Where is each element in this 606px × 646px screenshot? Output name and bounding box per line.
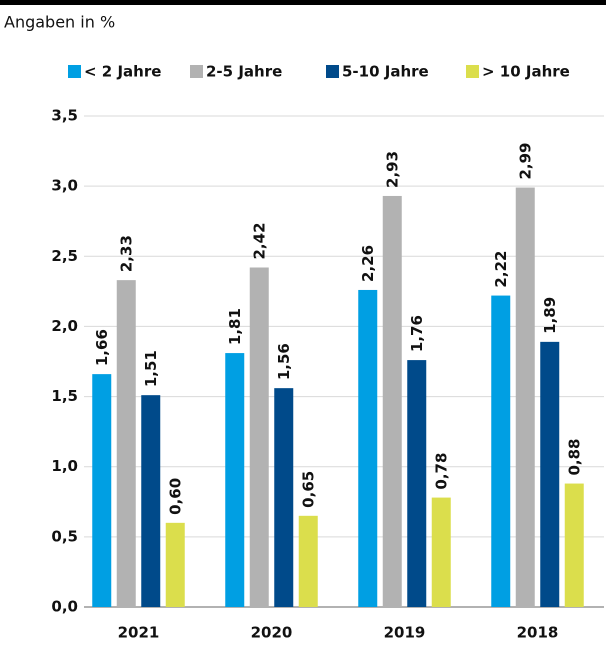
data-label: 2,42 [251, 222, 269, 259]
legend-swatch [68, 65, 81, 78]
bar [358, 289, 378, 607]
bar [116, 280, 136, 607]
data-label: 1,81 [226, 308, 244, 345]
legend-label: < 2 Jahre [84, 63, 161, 81]
data-label: 0,60 [167, 478, 185, 515]
bar [225, 353, 245, 607]
legend-label: 2-5 Jahre [206, 63, 282, 81]
bar [540, 341, 560, 607]
legend-swatch [466, 65, 479, 78]
data-label: 1,66 [93, 329, 111, 366]
y-tick-label: 1,0 [51, 457, 78, 475]
data-label: 1,56 [275, 343, 293, 380]
y-tick-label: 3,5 [51, 107, 78, 125]
y-tick-label: 0,5 [51, 527, 78, 545]
bar [165, 522, 185, 607]
data-label: 2,93 [384, 151, 402, 188]
bar [407, 360, 427, 607]
bar [298, 515, 318, 607]
bar [382, 195, 402, 607]
data-label: 0,78 [433, 453, 451, 490]
data-label: 2,26 [359, 245, 377, 282]
bar [249, 267, 269, 607]
bar [491, 295, 511, 607]
legend-label: 5-10 Jahre [342, 63, 429, 81]
data-label: 1,89 [541, 297, 559, 334]
data-label: 1,51 [142, 350, 160, 387]
y-tick-label: 0,0 [51, 598, 78, 616]
data-label: 2,33 [118, 235, 136, 272]
top-rule [0, 0, 606, 5]
bar [564, 483, 584, 607]
bar [141, 395, 161, 607]
data-label: 2,99 [517, 143, 535, 180]
chart-subtitle: Angaben in % [4, 13, 115, 32]
y-tick-label: 1,5 [51, 387, 78, 405]
bar [431, 497, 451, 607]
y-tick-label: 3,0 [51, 177, 78, 195]
x-tick-label: 2021 [118, 624, 160, 642]
bar [274, 388, 294, 607]
legend-label: > 10 Jahre [482, 63, 570, 81]
legend-swatch [326, 65, 339, 78]
y-tick-label: 2,5 [51, 247, 78, 265]
x-tick-label: 2020 [251, 624, 293, 642]
data-label: 2,22 [492, 251, 510, 288]
x-tick-label: 2019 [384, 624, 426, 642]
data-label: 1,76 [408, 315, 426, 352]
bar [92, 374, 112, 607]
data-label: 0,88 [566, 439, 584, 476]
bar [515, 187, 535, 607]
y-tick-label: 2,0 [51, 317, 78, 335]
data-label: 0,65 [300, 471, 318, 508]
legend-swatch [190, 65, 203, 78]
x-tick-label: 2018 [517, 624, 559, 642]
